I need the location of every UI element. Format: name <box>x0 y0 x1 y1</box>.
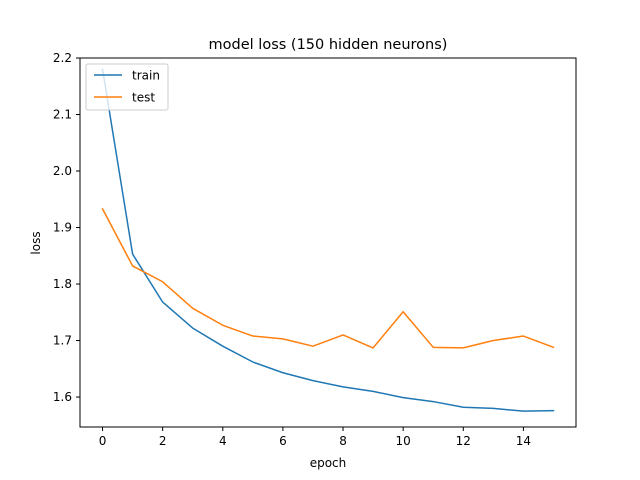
plot-frame <box>79 57 577 428</box>
series-line-train <box>101 68 555 412</box>
y-tick-label: 2.2 <box>53 51 72 65</box>
y-axis-label: loss <box>29 231 43 254</box>
chart-title: model loss (150 hidden neurons) <box>209 37 448 53</box>
y-axis-ticks: 1.6 1.7 1.8 1.9 2.0 2.1 2.2 <box>53 51 80 404</box>
x-tick-label: 8 <box>339 434 347 448</box>
legend-label-train: train <box>132 69 160 83</box>
legend-label-test: test <box>132 91 155 105</box>
x-tick-label: 14 <box>516 434 531 448</box>
x-axis-ticks: 0 2 4 6 8 10 12 14 <box>99 427 531 448</box>
x-tick-label: 10 <box>396 434 411 448</box>
x-tick-label: 6 <box>279 434 287 448</box>
y-tick-label: 1.7 <box>53 334 72 348</box>
plot-area <box>79 57 577 428</box>
y-tick-label: 1.6 <box>53 390 72 404</box>
x-tick-label: 12 <box>456 434 471 448</box>
y-tick-label: 1.8 <box>53 277 72 291</box>
y-tick-label: 2.1 <box>53 108 72 122</box>
x-tick-label: 0 <box>99 434 107 448</box>
y-tick-label: 2.0 <box>53 164 72 178</box>
x-axis-label: epoch <box>310 456 347 470</box>
legend: train test <box>85 63 169 111</box>
series-line-test <box>101 207 555 349</box>
x-tick-label: 2 <box>159 434 167 448</box>
series-layer <box>101 68 555 412</box>
x-tick-label: 4 <box>219 434 227 448</box>
y-tick-label: 1.9 <box>53 221 72 235</box>
